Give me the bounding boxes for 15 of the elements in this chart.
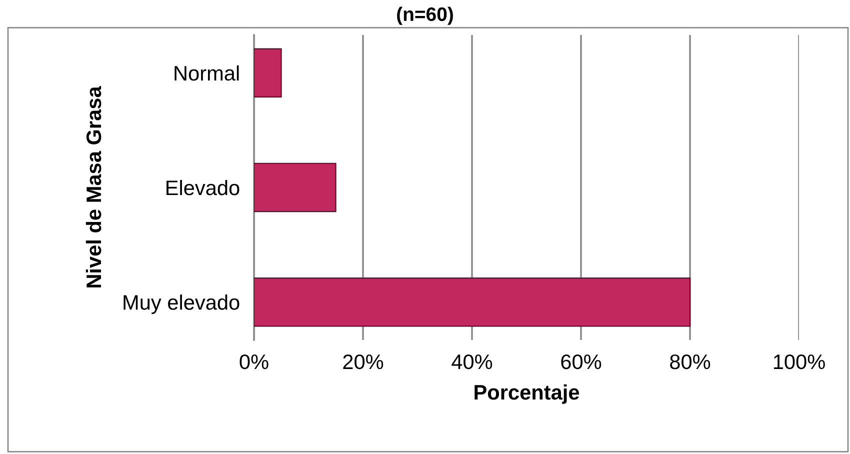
x-tick-label: 20% [343, 354, 384, 370]
y-tick-label: Elevado [166, 180, 240, 196]
x-tick-label: 80% [670, 354, 710, 370]
y-tick-label: Normal [174, 65, 239, 81]
x-axis-title: Porcentaje [474, 384, 580, 404]
bar [254, 48, 282, 98]
bar [254, 162, 336, 212]
chart-title: (n=60) [397, 6, 453, 25]
y-axis-title: Nivel de Masa Grasa [86, 86, 102, 288]
x-tick-label: 0% [240, 354, 268, 370]
x-tick-label: 60% [561, 354, 602, 370]
bar [254, 277, 691, 327]
x-tick-label: 40% [452, 354, 492, 370]
y-tick-label: Muy elevado [124, 294, 240, 314]
x-tick-label: 100% [774, 354, 825, 370]
